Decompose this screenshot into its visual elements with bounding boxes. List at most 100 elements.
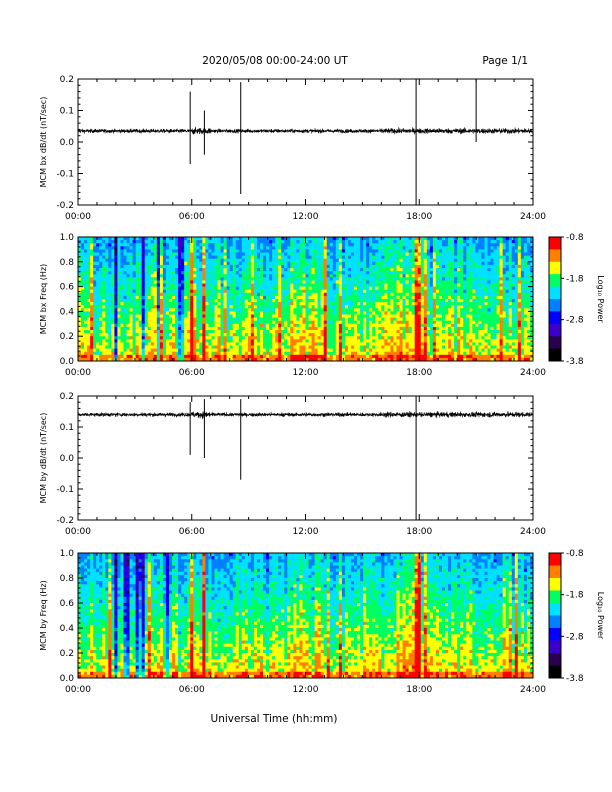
spectrogram-cell <box>351 271 355 275</box>
spectrogram-cell <box>138 261 143 266</box>
spectrogram-cell <box>281 261 285 266</box>
spectrogram-cell <box>372 299 376 303</box>
spectrogram-cell <box>445 357 449 362</box>
spectrogram-cell <box>241 292 246 297</box>
spectrogram-cell <box>326 243 331 247</box>
spectrogram-cell <box>193 289 197 294</box>
spectrogram-cell <box>411 323 416 328</box>
spectrogram-cell <box>272 283 276 287</box>
spectrogram-cell <box>147 330 152 334</box>
spectrogram-cell <box>226 274 231 278</box>
spectrogram-cell <box>141 333 146 337</box>
spectrogram-cell <box>81 295 85 300</box>
spectrogram-cell <box>135 246 140 250</box>
spectrogram-cell <box>387 249 391 253</box>
spectrogram-cell <box>329 336 334 340</box>
spectrogram-cell <box>229 246 234 250</box>
spectrogram-cell <box>211 271 215 275</box>
spectrogram-cell <box>332 333 337 337</box>
spectrogram-cell <box>241 277 246 281</box>
spectrogram-cell <box>253 357 258 362</box>
spectrogram-cell <box>93 345 97 349</box>
spectrogram-cell <box>193 323 197 328</box>
spectrogram-cell <box>184 317 188 322</box>
spectrogram-cell <box>159 274 164 278</box>
spectrogram-cell <box>162 345 167 349</box>
spectrogram-cell <box>311 249 315 253</box>
spectrogram-cell <box>108 264 112 269</box>
spectrogram-cell <box>266 308 270 312</box>
spectrogram-cell <box>417 330 422 334</box>
spectrogram-cell <box>153 271 158 275</box>
spectrogram-cell <box>184 333 188 337</box>
spectrogram-cell <box>108 277 112 281</box>
spectrogram-cell <box>296 243 300 247</box>
spectrogram-cell <box>269 314 273 318</box>
spectrogram-cell <box>317 339 322 343</box>
spectrogram-cell <box>296 258 300 263</box>
spectrogram-cell <box>396 299 400 303</box>
spectrogram-cell <box>114 252 118 256</box>
spectrogram-cell <box>384 299 388 303</box>
spectrogram-cell <box>393 348 397 353</box>
spectrogram-cell <box>414 289 419 294</box>
spectrogram-cell <box>393 330 397 334</box>
spectrogram-cell <box>120 258 124 263</box>
spectrogram-cell <box>411 348 416 353</box>
spectrogram-cell <box>284 264 288 269</box>
spectrogram-cell <box>165 351 170 356</box>
spectrogram-cell <box>317 261 322 266</box>
spectrogram-cell <box>426 345 431 349</box>
spectrogram-cell <box>78 268 82 272</box>
spectrogram-cell <box>360 255 364 260</box>
spectrogram-cell <box>235 292 240 297</box>
spectrogram-cell <box>114 299 118 303</box>
spectrogram-cell <box>138 240 143 244</box>
spectrogram-cell <box>181 249 185 253</box>
spectrogram-cell <box>193 345 197 349</box>
spectrogram-cell <box>84 261 88 266</box>
spectrogram-cell <box>281 264 285 269</box>
spectrogram-cell <box>260 305 264 309</box>
spectrogram-cell <box>290 308 294 312</box>
spectrogram-cell <box>99 354 103 359</box>
spectrogram-cell <box>266 333 270 337</box>
spectrogram-cell <box>411 252 416 256</box>
spectrogram-cell <box>372 277 376 281</box>
spectrogram-cell <box>414 351 419 356</box>
spectrogram-cell <box>196 255 200 260</box>
spectrogram-cell <box>275 255 279 260</box>
spectrogram-cell <box>238 264 243 269</box>
spectrogram-cell <box>405 314 410 318</box>
spectrogram-cell <box>357 342 361 346</box>
spectrogram-cell <box>375 323 379 328</box>
spectrogram-cell <box>287 311 291 315</box>
spectrogram-cell <box>384 336 388 340</box>
spectrogram-cell <box>196 268 200 272</box>
spectrogram-cell <box>178 274 182 278</box>
spectrogram-cell <box>363 339 367 343</box>
spectrogram-cell <box>250 243 255 247</box>
spectrogram-cell <box>320 305 325 309</box>
spectrogram-cell <box>384 330 388 334</box>
spectrogram-cell <box>84 252 88 256</box>
spectrogram-cell <box>423 264 428 269</box>
spectrogram-cell <box>357 277 361 281</box>
spectrogram-cell <box>317 280 322 284</box>
spectrogram-cell <box>366 286 370 291</box>
spectrogram-cell <box>399 320 403 325</box>
spectrogram-cell <box>123 243 127 247</box>
spectrogram-cell <box>423 317 428 322</box>
spectrogram-cell <box>329 280 334 284</box>
spectrogram-cell <box>390 348 394 353</box>
spectrogram-cell <box>314 258 319 263</box>
spectrogram-cell <box>244 320 249 325</box>
spectrogram-cell <box>78 271 82 275</box>
spectrogram-cell <box>326 289 331 294</box>
spectrogram-cell <box>290 299 294 303</box>
spectrogram-cell <box>378 277 382 281</box>
spectrogram-cell <box>184 240 188 244</box>
spectrogram-cell <box>241 286 246 291</box>
spectrogram-cell <box>293 246 297 250</box>
spectrogram-cell <box>126 292 130 297</box>
